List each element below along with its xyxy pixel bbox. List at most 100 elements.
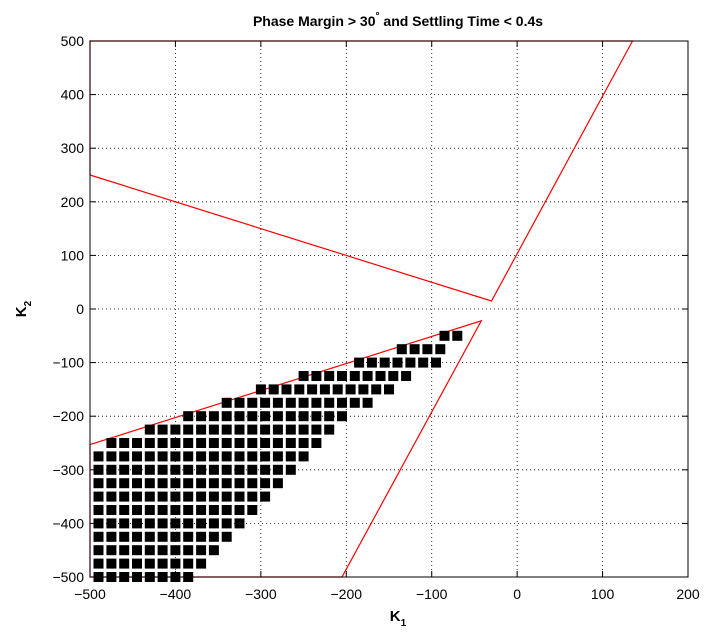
data-point [144,491,155,502]
data-point [106,491,117,502]
data-point [234,491,245,502]
data-point [132,451,142,462]
data-point [132,505,142,515]
y-axis-label: K2 [13,300,34,317]
data-point [247,424,258,435]
data-point [93,505,104,515]
data-point [144,451,155,462]
data-point [260,478,271,489]
data-point [183,438,194,448]
data-point [132,531,142,542]
data-point [298,424,309,435]
data-point [285,451,296,462]
data-point [132,438,142,448]
data-point [332,384,343,395]
data-point [221,438,232,448]
data-point [247,411,258,422]
y-tick-label: −100 [52,355,84,371]
data-point [196,464,207,475]
data-point [93,451,104,462]
data-point [157,424,168,435]
data-point [208,545,219,556]
x-tick-label: −300 [245,586,277,602]
data-point [362,397,373,408]
data-point [132,464,142,475]
data-point [396,344,407,355]
data-point [119,545,130,556]
x-axis-label-subscript: 1 [401,618,407,629]
data-point [422,344,433,355]
x-axis-label: K1 [390,608,407,629]
data-point [170,438,181,448]
data-point [324,371,335,381]
data-point [375,371,386,381]
data-point [196,451,207,462]
data-point [354,357,365,368]
data-point [272,411,283,422]
data-point [234,424,245,435]
x-tick-labels: −500 −400 −300 −200 −100 0 100 200 [74,586,700,602]
y-tick-label: −500 [52,569,84,585]
data-point [144,518,155,529]
data-point [106,438,117,448]
data-point [170,558,181,569]
data-point [208,424,219,435]
data-point [371,384,382,395]
data-point [208,505,219,515]
data-point [93,531,104,542]
data-point [183,451,194,462]
data-point [93,558,104,569]
data-point [285,464,296,475]
data-point [183,558,194,569]
data-point [247,464,258,475]
y-axis-label-main: K [13,306,30,317]
data-point [157,438,168,448]
data-point [379,357,390,368]
data-point [272,451,283,462]
data-point [298,371,309,381]
data-point [319,384,330,395]
data-point [260,451,271,462]
data-point [170,531,181,542]
data-point [268,384,279,395]
data-point [311,371,322,381]
data-point [132,518,142,529]
data-point [183,478,194,489]
data-point [337,411,347,422]
data-point [260,438,271,448]
data-point [418,357,429,368]
chart-title: Phase Margin > 30° and Settling Time < 0… [253,11,543,29]
data-point [221,451,232,462]
x-tick-label: 200 [676,586,700,602]
data-point [170,491,181,502]
data-point [170,478,181,489]
data-point [93,545,104,556]
chart-title-rest: and Settling Time < 0.4s [380,13,544,29]
data-point [208,478,219,489]
data-point [93,518,104,529]
data-point [234,464,245,475]
data-point [345,384,356,395]
data-point [144,464,155,475]
data-point [183,411,194,422]
data-point [157,505,168,515]
data-point [157,464,168,475]
data-point [170,505,181,515]
data-point [298,397,309,408]
data-point [298,451,309,462]
data-point [119,438,130,448]
data-point [208,438,219,448]
data-point [208,491,219,502]
data-point [384,384,394,395]
data-point [157,518,168,529]
data-point [260,397,271,408]
data-point [170,518,181,529]
data-point [183,518,194,529]
data-point [170,545,181,556]
data-point [221,531,232,542]
data-point [208,451,219,462]
data-point [255,384,266,395]
data-point [439,330,450,341]
data-point [234,518,245,529]
data-point [170,424,181,435]
